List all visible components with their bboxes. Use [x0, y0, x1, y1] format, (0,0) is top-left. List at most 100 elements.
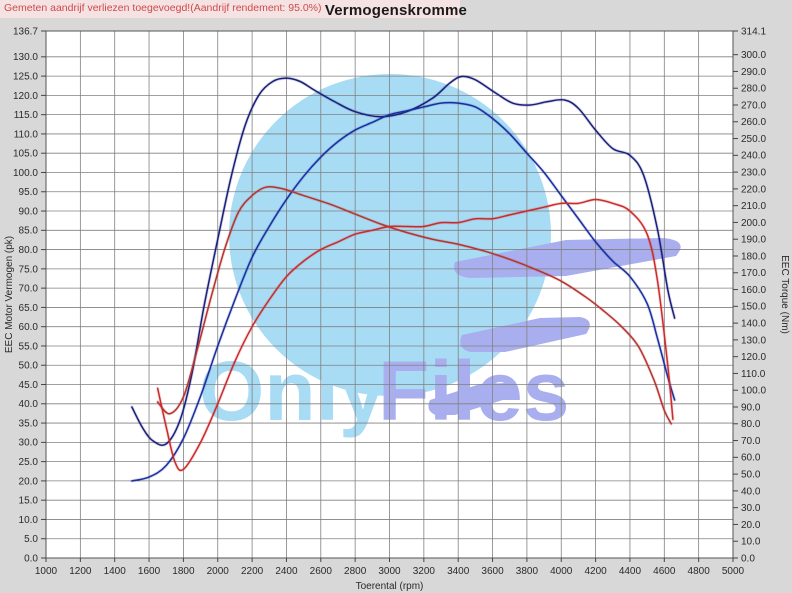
x-axis-tick-label: 3200: [413, 566, 436, 577]
right-axis-tick-label: 120.0: [741, 352, 766, 363]
left-axis: 0.0 5.0 10.0 15.0 20.0 25.0 30.0 35.0 40.0 45.0 50…: [13, 26, 46, 564]
left-axis-tick-label: 35.0: [19, 418, 39, 429]
right-axis-tick-label: 80.0: [741, 419, 761, 430]
left-axis-tick-label: 55.0: [19, 341, 39, 352]
right-axis-tick-label: 170.0: [741, 268, 766, 279]
x-axis-tick-label: 1400: [104, 566, 127, 577]
x-axis-tick-label: 1200: [69, 566, 92, 577]
left-axis-tick-label: 0.0: [24, 553, 38, 564]
right-axis-tick-label: 70.0: [741, 436, 761, 447]
left-axis-tick-label: 70.0: [19, 284, 39, 295]
right-axis-tick-label: 180.0: [741, 251, 766, 262]
watermark-text-files: Files: [378, 344, 569, 438]
left-axis-title: EEC Motor Vermogen (pk): [4, 236, 15, 353]
left-axis-tick-label: 30.0: [19, 438, 39, 449]
series-line-0: [131, 75, 676, 446]
left-axis-tick-label: 115.0: [14, 110, 39, 121]
left-axis-tick-label: 100.0: [13, 168, 38, 179]
x-axis-tick-label: 2200: [241, 566, 264, 577]
left-axis-tick-label: 75.0: [19, 264, 39, 275]
x-axis-tick-label: 4200: [584, 566, 607, 577]
page-title: Vermogenskromme: [324, 2, 468, 19]
watermark-swoosh-top: [454, 238, 681, 278]
left-axis-tick-label: 25.0: [19, 457, 39, 468]
right-axis-tick-label: 190.0: [741, 235, 766, 246]
watermark-swoosh-low: [428, 383, 513, 415]
right-axis-tick-label: 270.0: [741, 100, 766, 111]
left-axis-tick-label: 15.0: [19, 496, 39, 507]
x-axis-tick-label: 5000: [722, 566, 745, 577]
left-axis-tick-label: 20.0: [19, 476, 39, 487]
right-axis-tick-label: 100.0: [741, 386, 766, 397]
right-axis-tick-label: 240.0: [741, 151, 766, 162]
left-axis-tick-label: 90.0: [19, 206, 39, 217]
notice-banner: [0, 0, 460, 18]
x-axis-tick-label: 2000: [207, 566, 230, 577]
x-axis-tick-label: 3400: [447, 566, 470, 577]
right-axis-tick-label: 250.0: [741, 134, 766, 145]
right-axis-tick-label: 160.0: [741, 285, 766, 296]
x-axis-tick-label: 3600: [481, 566, 504, 577]
right-axis-tick-label: 200.0: [741, 218, 766, 229]
right-axis-tick-label: 314.1: [741, 26, 766, 37]
right-axis-tick-label: 110.0: [741, 369, 766, 380]
series-line-2: [156, 186, 672, 425]
left-axis-tick-label: 65.0: [19, 303, 39, 314]
watermark-ring: [229, 74, 551, 396]
left-axis-tick-label: 120.0: [13, 91, 38, 102]
left-axis-tick-label: 50.0: [19, 361, 39, 372]
x-axis: 1000 1200 1400 1600 1800 2000 2200 2400 2600 2800…: [35, 558, 745, 577]
right-axis-tick-label: 20.0: [741, 520, 761, 531]
left-axis-tick-label: 136.7: [13, 26, 38, 37]
x-axis-tick-label: 4600: [653, 566, 676, 577]
left-axis-tick-label: 110.0: [14, 129, 39, 140]
left-axis-tick-label: 5.0: [24, 534, 38, 545]
series-line-3: [156, 198, 674, 472]
left-axis-tick-label: 125.0: [13, 72, 38, 83]
watermark: [229, 74, 681, 415]
x-axis-tick-label: 1800: [172, 566, 195, 577]
right-axis-tick-label: 220.0: [741, 184, 766, 195]
series-line-1: [131, 101, 676, 482]
right-axis-tick-label: 300.0: [741, 50, 766, 61]
left-axis-tick-label: 45.0: [19, 380, 39, 391]
left-axis-tick-label: 130.0: [13, 52, 38, 63]
right-axis-tick-label: 150.0: [741, 302, 766, 313]
right-axis-tick-label: 280.0: [741, 84, 766, 95]
right-axis-tick-label: 290.0: [741, 67, 766, 78]
x-axis-tick-label: 4800: [688, 566, 711, 577]
left-axis-tick-label: 95.0: [19, 187, 39, 198]
right-axis-tick-label: 50.0: [741, 470, 761, 481]
drivetrain-loss-notice: Gemeten aandrijf verliezen toegevoegd!(A…: [4, 2, 322, 14]
x-axis-tick-label: 2400: [275, 566, 298, 577]
right-axis-tick-label: 90.0: [741, 402, 761, 413]
x-axis-tick-label: 4000: [550, 566, 573, 577]
grid-lines: [45, 30, 734, 558]
x-axis-tick-label: 2600: [310, 566, 333, 577]
x-axis-tick-label: 1000: [35, 566, 58, 577]
x-axis-tick-label: 3800: [516, 566, 539, 577]
right-axis-tick-label: 40.0: [741, 486, 761, 497]
right-axis-tick-label: 230.0: [741, 168, 766, 179]
right-axis-tick-label: 140.0: [741, 319, 766, 330]
right-axis-tick-label: 0.0: [741, 553, 755, 564]
left-axis-tick-label: 40.0: [19, 399, 39, 410]
left-axis-tick-label: 80.0: [19, 245, 39, 256]
right-axis-tick-label: 130.0: [741, 335, 766, 346]
x-axis-tick-label: 4400: [619, 566, 642, 577]
right-axis-tick-label: 210.0: [741, 201, 766, 212]
watermark-text-only: Only: [199, 344, 386, 438]
x-axis-tick-label: 3000: [378, 566, 401, 577]
right-axis-tick-label: 10.0: [741, 537, 761, 548]
left-axis-tick-label: 85.0: [19, 226, 39, 237]
right-axis-tick-label: 260.0: [741, 117, 766, 128]
x-axis-title: Toerental (rpm): [356, 581, 424, 592]
x-axis-tick-label: 1600: [138, 566, 161, 577]
left-axis-tick-label: 10.0: [19, 515, 39, 526]
x-axis-tick-label: 2800: [344, 566, 367, 577]
right-axis-tick-label: 30.0: [741, 503, 761, 514]
left-axis-tick-label: 60.0: [19, 322, 39, 333]
right-axis-tick-label: 60.0: [741, 453, 761, 464]
